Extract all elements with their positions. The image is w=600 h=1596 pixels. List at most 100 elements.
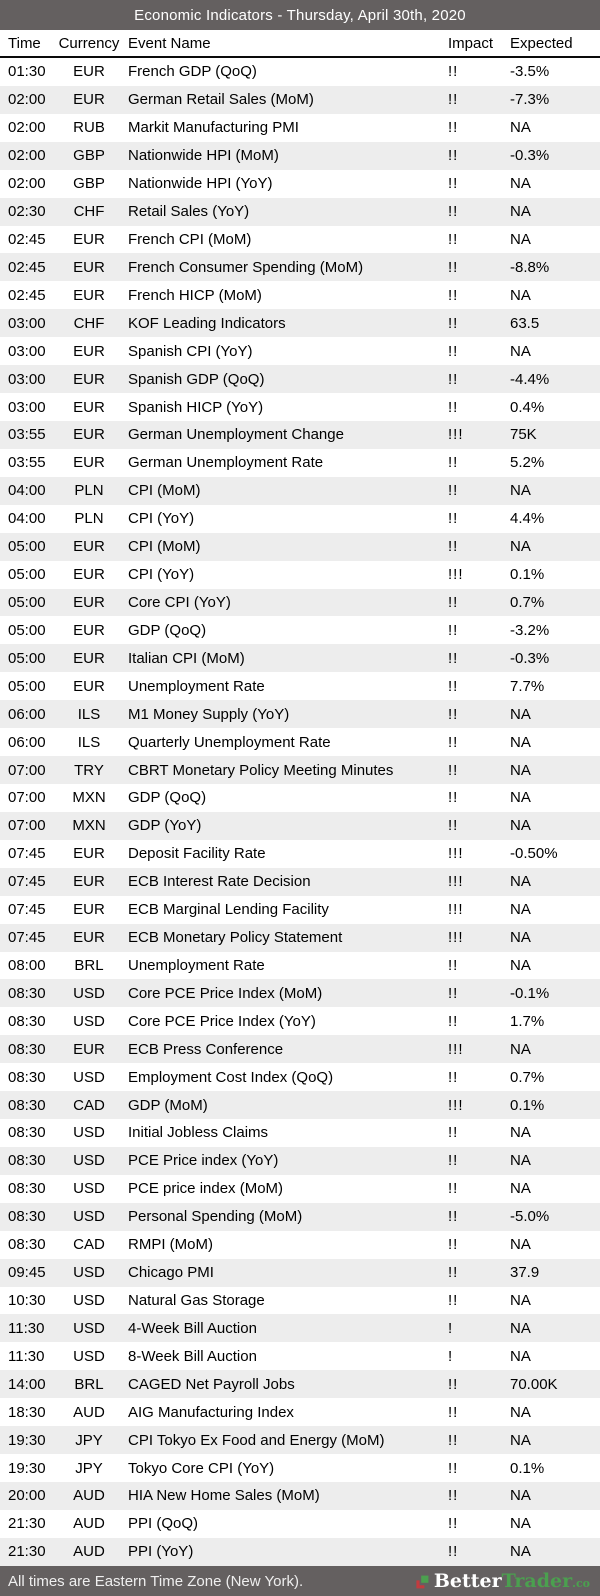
cell-event: Personal Spending (MoM) [128,1208,303,1226]
table-header-row: Time Currency Event Name Impact Expected [0,30,600,58]
table-row: 07:00 MXN GDP (QoQ)!! NA [0,783,600,812]
cell-event: GDP (MoM) [128,1096,208,1114]
cell-currency: USD [73,1208,105,1226]
cell-time: 03:55 [8,426,46,444]
cell-expected: -0.50% [510,845,558,863]
cell-currency: USD [73,1012,105,1030]
table-row: 09:45 USD Chicago PMI!! 37.9 [0,1258,600,1287]
cell-time: 07:45 [8,901,46,919]
cell-event: GDP (QoQ) [128,621,207,639]
brand-text-trader: Trader [501,1569,573,1592]
cell-expected: NA [510,1152,531,1170]
table-row: 05:00 EUR Core CPI (YoY)!! 0.7% [0,588,600,617]
cell-currency: AUD [73,1515,105,1533]
cell-impact: !! [448,203,459,221]
cell-impact: !! [448,119,459,137]
cell-time: 01:30 [8,63,46,81]
cell-expected: NA [510,873,531,891]
cell-impact: !! [448,63,459,81]
cell-currency: GBP [73,147,105,165]
cell-event: Natural Gas Storage [128,1292,265,1310]
cell-currency: EUR [73,649,105,667]
cell-impact: !!! [448,566,464,584]
cell-event: ECB Marginal Lending Facility [128,901,329,919]
cell-impact: !! [448,230,459,248]
cell-currency: USD [73,1068,105,1086]
cell-currency: CAD [73,1236,105,1254]
cell-expected: NA [510,1292,531,1310]
cell-expected: NA [510,761,531,779]
cell-expected: 0.4% [510,398,545,416]
cell-expected: NA [510,203,531,221]
table-row: 18:30 AUD AIG Manufacturing Index!! NA [0,1398,600,1427]
table-row: 08:30 USD Core PCE Price Index (YoY)!! 1.7% [0,1007,600,1036]
cell-time: 05:00 [8,649,46,667]
table-row: 04:00 PLN CPI (YoY)!! 4.4% [0,504,600,533]
cell-impact: !! [448,956,459,974]
cell-impact: !!! [448,901,464,919]
cell-expected: 0.1% [510,1459,545,1477]
cell-time: 11:30 [8,1319,45,1337]
calendar-title: Economic Indicators - Thursday, April 30… [134,6,466,24]
cell-event: Unemployment Rate [128,677,265,695]
cell-impact: !! [448,398,459,416]
cell-event: ECB Interest Rate Decision [128,873,311,891]
cell-time: 19:30 [8,1459,46,1477]
cell-impact: !! [448,1012,459,1030]
cell-currency: ILS [77,705,101,723]
table-row: 06:00 ILS M1 Money Supply (YoY)!! NA [0,700,600,729]
table-row: 02:45 EUR French CPI (MoM)!! NA [0,225,600,254]
cell-time: 05:00 [8,593,46,611]
cell-time: 08:30 [8,1124,46,1142]
cell-expected: NA [510,817,531,835]
cell-time: 08:30 [8,1236,46,1254]
cell-currency: AUD [73,1543,105,1561]
table-row: 08:30 USD Core PCE Price Index (MoM)!! -0.1… [0,979,600,1008]
calendar-header-bar: Economic Indicators - Thursday, April 30… [0,0,600,30]
cell-expected: NA [510,1319,531,1337]
cell-impact: !! [448,705,459,723]
cell-expected: NA [510,1487,531,1505]
cell-impact: !! [448,175,459,193]
cell-event: German Unemployment Change [128,426,344,444]
cell-time: 02:30 [8,203,46,221]
bettertrader-icon [416,1575,429,1589]
cell-currency: PLN [74,482,104,500]
table-row: 07:45 EUR ECB Interest Rate Decision!!! NA [0,867,600,896]
table-row: 02:45 EUR French Consumer Spending (MoM)!!… [0,253,600,282]
bettertrader-logo[interactable]: Better Trader .co [414,1569,590,1592]
cell-time: 02:00 [8,175,46,193]
cell-event: CBRT Monetary Policy Meeting Minutes [128,761,394,779]
cell-currency: PLN [74,510,104,528]
cell-expected: -0.3% [510,147,550,165]
cell-expected: 0.1% [510,566,545,584]
table-row: 02:30 CHF Retail Sales (YoY)!! NA [0,197,600,226]
cell-currency: EUR [73,370,105,388]
cell-event: Italian CPI (MoM) [128,649,245,667]
cell-event: Spanish HICP (YoY) [128,398,264,416]
cell-event: Nationwide HPI (MoM) [128,147,279,165]
cell-impact: !! [448,1515,459,1533]
cell-event: French CPI (MoM) [128,230,252,248]
cell-expected: NA [510,1515,531,1533]
cell-time: 08:30 [8,984,46,1002]
cell-time: 19:30 [8,1431,46,1449]
cell-impact: !! [448,733,459,751]
cell-impact: !! [448,1403,459,1421]
cell-impact: !! [448,1375,459,1393]
cell-event: French Consumer Spending (MoM) [128,258,364,276]
table-row: 21:30 AUD PPI (QoQ)!! NA [0,1509,600,1538]
cell-expected: NA [510,119,531,137]
cell-impact: !! [448,482,459,500]
cell-event: Employment Cost Index (QoQ) [128,1068,334,1086]
cell-expected: 7.7% [510,677,545,695]
table-row: 08:00 BRL Unemployment Rate!! NA [0,951,600,980]
table-row: 20:00 AUD HIA New Home Sales (MoM)!! NA [0,1482,600,1510]
cell-impact: !! [448,510,459,528]
cell-impact: !! [448,1180,459,1198]
table-row: 08:30 USD PCE Price index (YoY)!! NA [0,1146,600,1175]
cell-time: 03:00 [8,370,46,388]
cell-event: ECB Monetary Policy Statement [128,929,343,947]
cell-currency: USD [73,1152,105,1170]
cell-expected: NA [510,175,531,193]
